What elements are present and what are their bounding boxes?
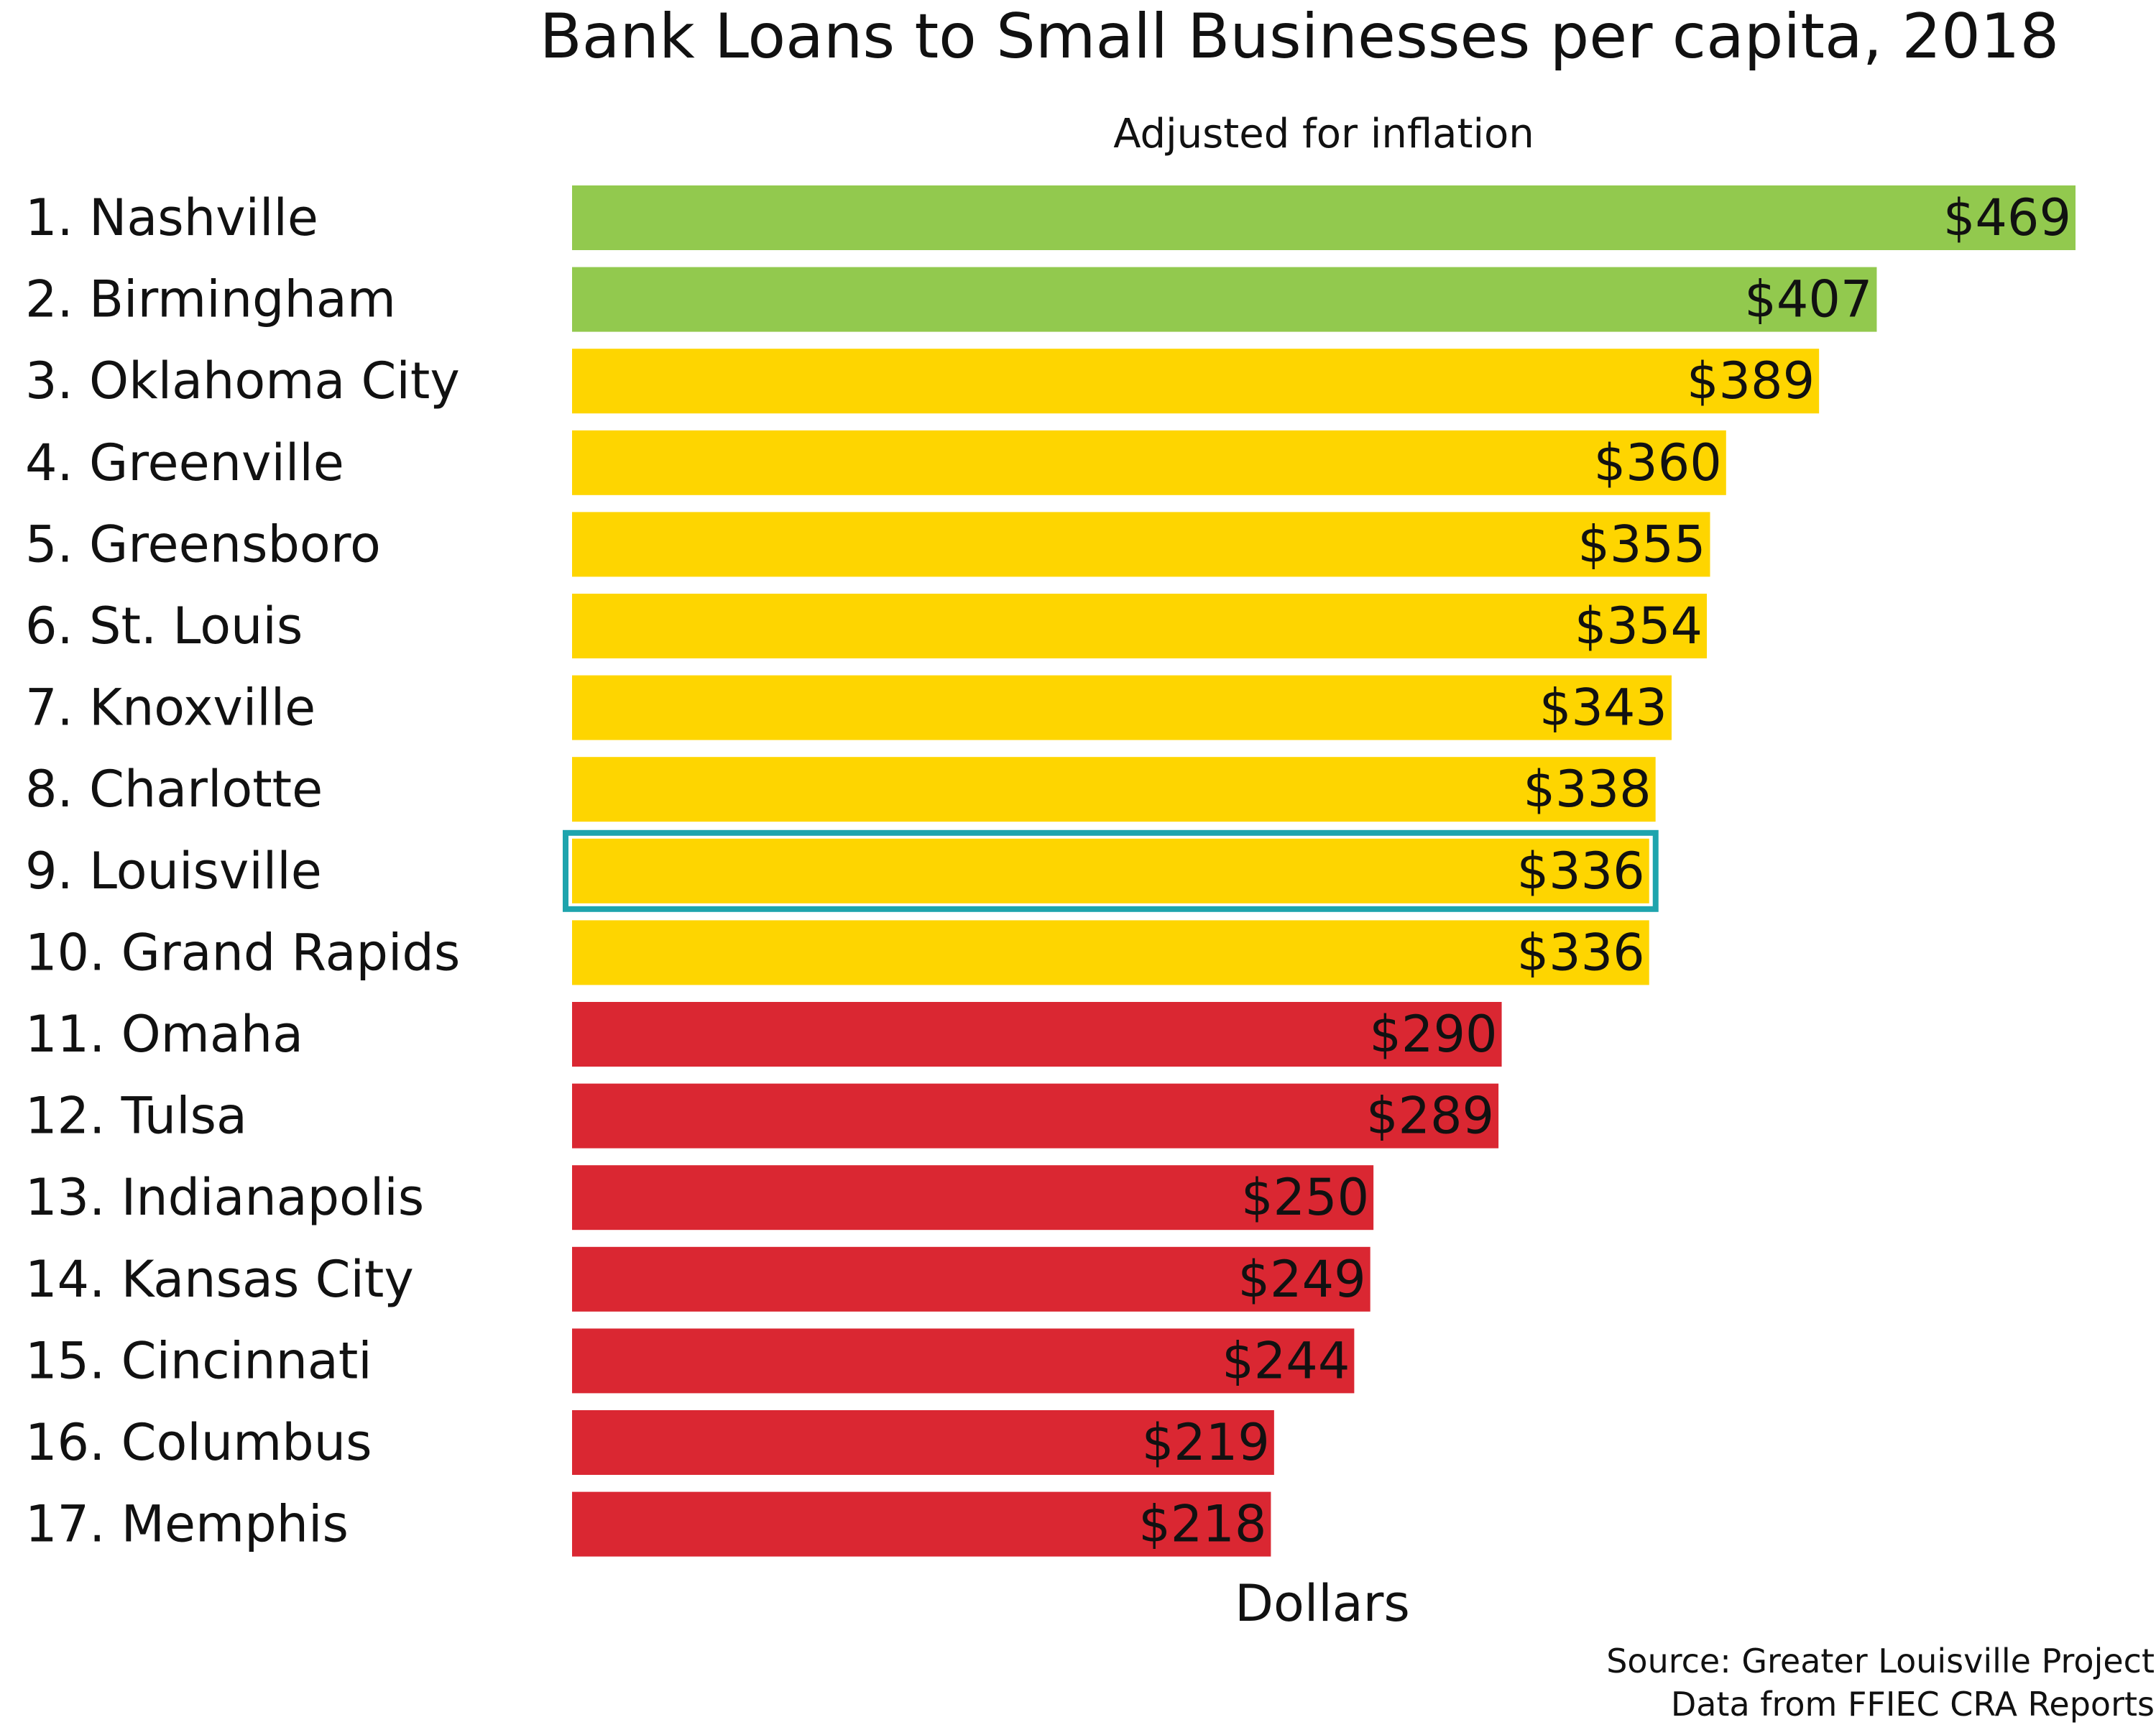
source-line-1: Source: Greater Louisville Project	[1606, 1642, 2155, 1680]
bar-2	[572, 267, 1877, 332]
value-label-2: $407	[1744, 270, 1872, 329]
value-label-10: $336	[1517, 923, 1645, 982]
bar-16	[572, 1410, 1274, 1475]
bar-12	[572, 1083, 1499, 1149]
value-label-12: $289	[1366, 1087, 1494, 1146]
category-label-14: 14. Kansas City	[25, 1250, 414, 1309]
category-label-16: 16. Columbus	[25, 1413, 372, 1472]
category-label-11: 11. Omaha	[25, 1005, 303, 1064]
category-label-10: 10. Grand Rapids	[25, 923, 460, 982]
category-label-6: 6. St. Louis	[25, 597, 303, 656]
bar-9	[572, 838, 1649, 903]
bar-8	[572, 757, 1656, 822]
bar-10	[572, 920, 1649, 985]
source-line-2: Data from FFIEC CRA Reports	[1671, 1685, 2155, 1724]
category-label-1: 1. Nashville	[25, 188, 318, 247]
value-label-15: $244	[1222, 1331, 1350, 1390]
category-label-9: 9. Louisville	[25, 842, 322, 901]
value-label-13: $250	[1241, 1168, 1369, 1227]
bar-7	[572, 675, 1672, 740]
bars-group: 1. Nashville $469 2. Birmingham $407 3. Okla…	[25, 185, 2076, 1557]
category-label-13: 13. Indianapolis	[25, 1168, 424, 1227]
value-label-8: $338	[1524, 760, 1651, 819]
chart-title: Bank Loans to Small Businesses per capit…	[540, 1, 2059, 73]
bar-14	[572, 1246, 1370, 1312]
category-label-8: 8. Charlotte	[25, 760, 323, 819]
bar-11	[572, 1002, 1502, 1067]
value-label-9: $336	[1517, 842, 1645, 901]
highlight-outline	[563, 829, 1659, 912]
category-label-17: 17. Memphis	[25, 1495, 349, 1554]
bar-6	[572, 594, 1708, 658]
value-label-4: $360	[1594, 433, 1722, 492]
bar-15	[572, 1328, 1355, 1394]
value-label-5: $355	[1577, 515, 1705, 574]
bar-5	[572, 512, 1710, 577]
bar-1	[572, 185, 2076, 250]
bar-3	[572, 349, 1820, 414]
category-label-15: 15. Cincinnati	[25, 1331, 372, 1390]
value-label-16: $219	[1142, 1413, 1270, 1472]
bar-4	[572, 430, 1726, 495]
value-label-3: $389	[1687, 351, 1815, 410]
bar-17	[572, 1491, 1271, 1557]
category-label-4: 4. Greenville	[25, 433, 344, 492]
value-label-6: $354	[1575, 597, 1703, 656]
category-label-5: 5. Greensboro	[25, 515, 381, 574]
category-label-3: 3. Oklahoma City	[25, 351, 460, 410]
category-label-2: 2. Birmingham	[25, 270, 396, 329]
chart-subtitle: Adjusted for inflation	[1113, 111, 1534, 157]
value-label-1: $469	[1943, 188, 2071, 247]
category-label-12: 12. Tulsa	[25, 1087, 247, 1146]
value-label-7: $343	[1539, 678, 1667, 737]
value-label-17: $218	[1138, 1495, 1266, 1554]
bar-13	[572, 1165, 1374, 1230]
x-axis-label: Dollars	[1235, 1574, 1410, 1633]
value-label-11: $290	[1369, 1005, 1497, 1064]
value-label-14: $249	[1238, 1250, 1366, 1309]
category-label-7: 7. Knoxville	[25, 678, 315, 737]
